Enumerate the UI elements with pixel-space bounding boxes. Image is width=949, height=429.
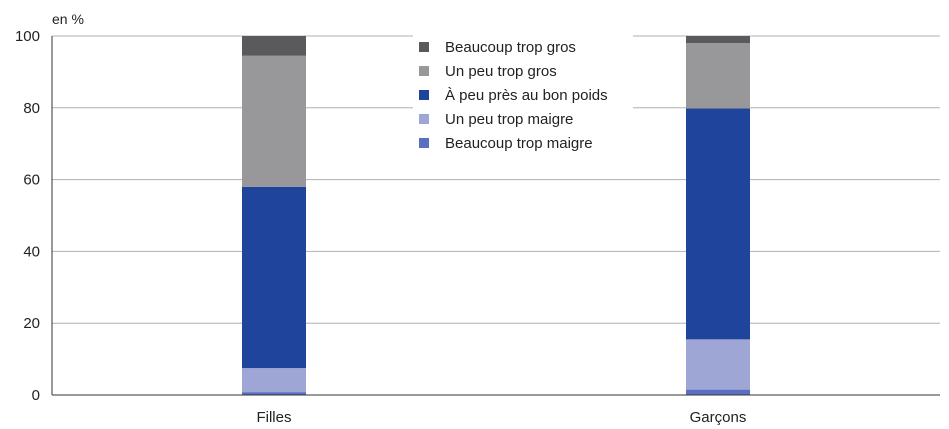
legend: Beaucoup trop gros Un peu trop gros À peu … (413, 35, 633, 157)
x-tick-label: Garçons (690, 409, 747, 426)
legend-entry: Un peu trop maigre (445, 111, 573, 128)
bar-segment (242, 186, 306, 369)
legend-swatch (419, 66, 429, 76)
legend-entry: Beaucoup trop maigre (445, 135, 593, 152)
bars (242, 36, 750, 395)
y-tick-label: 20 (23, 315, 40, 332)
y-tick-label: 60 (23, 172, 40, 189)
legend-swatch (419, 114, 429, 124)
bar-segment (242, 36, 306, 56)
bar-segment (686, 339, 750, 390)
bar-segment (242, 55, 306, 187)
legend-swatch (419, 90, 429, 100)
y-tick-label: 100 (15, 28, 40, 45)
bar-segment (242, 392, 306, 395)
bar-segment (686, 108, 750, 340)
bar-segment (686, 36, 750, 44)
y-tick-label: 80 (23, 100, 40, 117)
bar-segment (242, 368, 306, 393)
y-unit-label: en % (52, 11, 84, 27)
legend-background (413, 35, 633, 157)
y-tick-label: 40 (23, 243, 40, 260)
legend-swatch (419, 138, 429, 148)
legend-entry: Un peu trop gros (445, 63, 557, 80)
axes: 0 20 40 60 80 100 Filles Garçons (15, 28, 940, 426)
y-tick-label: 0 (32, 387, 40, 404)
legend-entry: À peu près au bon poids (445, 87, 608, 104)
x-tick-label: Filles (256, 409, 291, 426)
legend-swatch (419, 42, 429, 52)
bar-segment (686, 389, 750, 395)
legend-entry: Beaucoup trop gros (445, 39, 576, 56)
bar-segment (686, 43, 750, 109)
